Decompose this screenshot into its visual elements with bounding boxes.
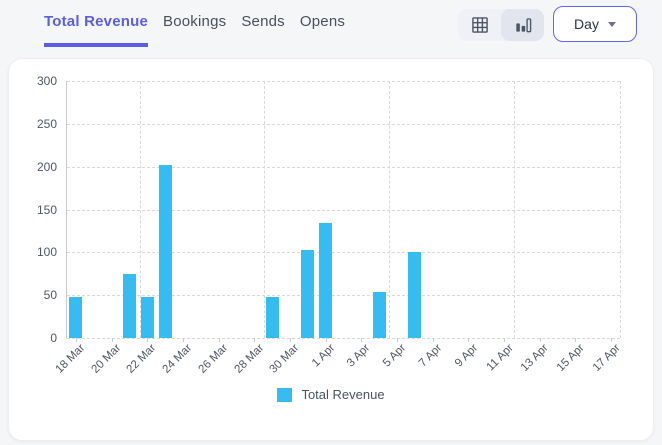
x-tick-mark — [575, 338, 577, 342]
x-tick-mark — [361, 338, 363, 342]
chart-legend: Total Revenue — [9, 387, 653, 402]
x-tick-mark — [504, 338, 506, 342]
y-gridline — [67, 209, 620, 211]
y-axis-label: 200 — [36, 159, 57, 174]
bar-21-mar[interactable] — [122, 273, 136, 338]
y-axis-label: 150 — [36, 202, 57, 217]
bar-chart-icon — [515, 18, 531, 33]
y-gridline — [67, 123, 620, 125]
y-axis-label: 0 — [50, 331, 57, 345]
tab-bookings[interactable]: Bookings — [163, 13, 227, 30]
plot-area: 18 Mar 20 Mar 22 Mar 24 Mar 26 Mar 28 Mar 30 M… — [54, 81, 623, 376]
y-gridline — [67, 338, 620, 339]
legend-label: Total Revenue — [301, 387, 385, 402]
x-tick-mark — [397, 338, 399, 342]
x-tick-mark — [325, 338, 327, 342]
chart-header: Total Revenue Bookings Sends Opens — [0, 0, 662, 58]
bar-23-mar[interactable] — [158, 164, 172, 338]
grid-view-button[interactable] — [458, 9, 501, 41]
x-tick-mark — [75, 338, 77, 342]
x-tick-mark — [289, 338, 291, 342]
y-axis-label: 100 — [36, 245, 57, 260]
x-tick-mark — [611, 338, 613, 342]
x-tick-mark — [468, 338, 470, 342]
x-gridline — [264, 81, 266, 338]
bar-chart-view-button[interactable] — [501, 9, 544, 41]
y-gridline — [67, 81, 620, 82]
chart-tabs: Total Revenue Bookings Sends Opens — [44, 0, 345, 47]
y-axis-label: 250 — [36, 116, 57, 131]
tab-opens[interactable]: Opens — [299, 13, 346, 30]
grid-icon — [471, 17, 488, 33]
tab-total-revenue[interactable]: Total Revenue — [44, 13, 149, 47]
x-gridline — [139, 81, 141, 338]
x-tick-mark — [539, 338, 541, 342]
x-tick-mark — [218, 338, 220, 342]
x-tick-mark — [254, 338, 256, 342]
x-gridline — [388, 81, 390, 338]
bar-18-mar[interactable] — [69, 296, 83, 338]
period-dropdown-value: Day — [574, 16, 599, 32]
bar-6-apr[interactable] — [408, 252, 422, 338]
x-gridline — [620, 81, 621, 338]
y-gridline — [67, 295, 620, 297]
legend-swatch — [277, 387, 293, 402]
bar-22-mar[interactable] — [140, 296, 154, 338]
chart-controls: Day — [458, 0, 637, 42]
bar-1-apr[interactable] — [319, 223, 333, 338]
y-gridline — [67, 252, 620, 254]
view-toggle-group — [458, 9, 544, 41]
tab-sends[interactable]: Sends — [241, 13, 285, 30]
y-axis-label: 50 — [43, 288, 57, 303]
x-tick-mark — [111, 338, 113, 342]
bar-4-apr[interactable] — [372, 291, 386, 338]
bar-31-mar[interactable] — [301, 249, 315, 338]
y-axis-label: 300 — [36, 74, 57, 88]
x-gridline — [513, 81, 515, 338]
chevron-down-icon — [607, 22, 616, 27]
period-dropdown[interactable]: Day — [553, 6, 637, 42]
x-tick-mark — [432, 338, 434, 342]
x-tick-mark — [182, 338, 184, 342]
x-tick-mark — [147, 338, 149, 342]
bar-29-mar[interactable] — [265, 296, 279, 338]
chart-card: 18 Mar 20 Mar 22 Mar 24 Mar 26 Mar 28 Mar 30 M… — [8, 58, 654, 441]
y-gridline — [67, 166, 620, 168]
